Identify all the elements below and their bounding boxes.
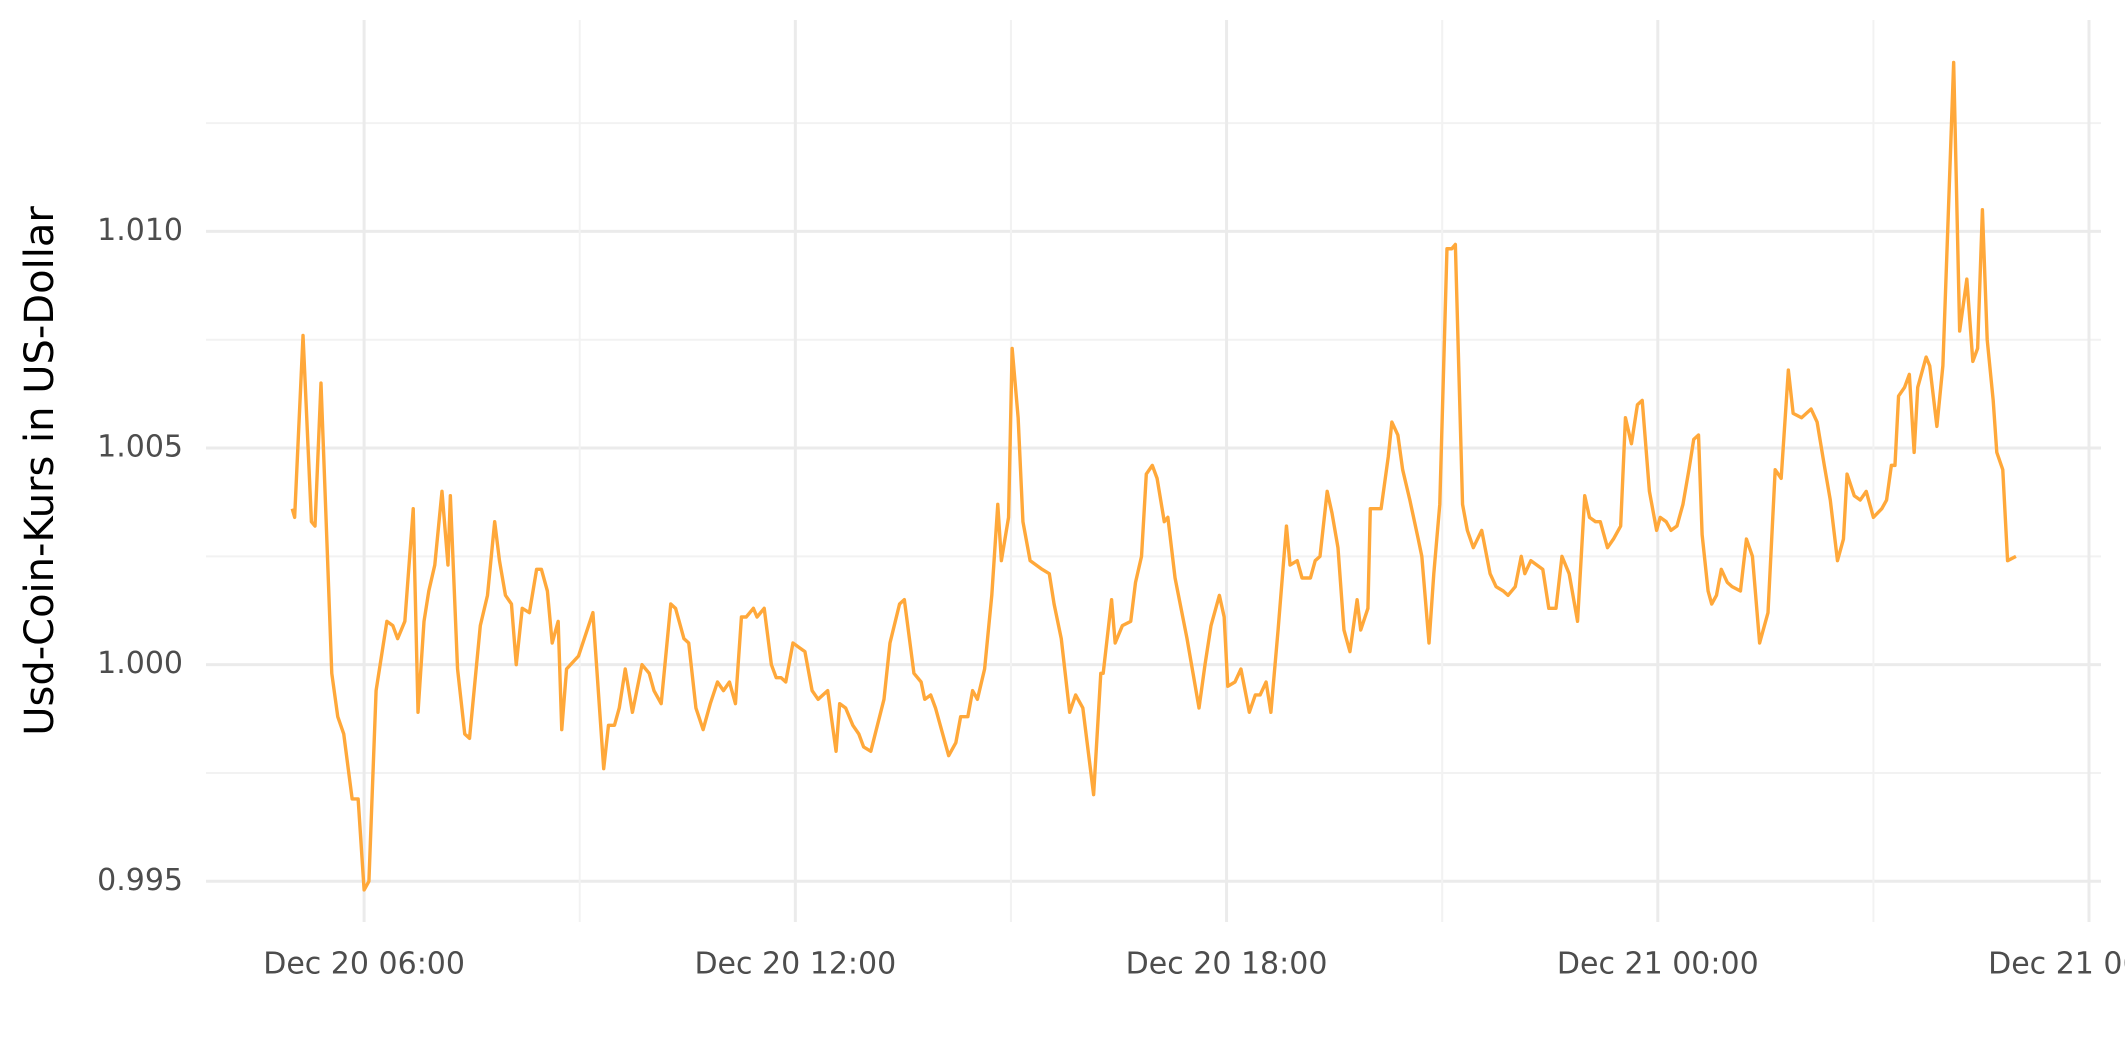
x-tick-label: Dec 20 18:00 (1126, 947, 1328, 982)
x-tick-label: Dec 21 06:00 (1988, 947, 2125, 982)
x-tick-label: Dec 21 00:00 (1557, 947, 1759, 982)
y-tick-label: 0.995 (97, 863, 183, 898)
axis-labels: 0.995 1.000 1.005 1.010 Dec 20 06:00 Dec 20 1… (97, 213, 2125, 982)
plot-area (290, 60, 2017, 892)
y-axis-title: Usd-Coin-Kurs in US-Dollar (17, 206, 63, 736)
x-tick-label: Dec 20 12:00 (694, 947, 896, 982)
x-tick-label: Dec 20 06:00 (263, 947, 465, 982)
y-tick-label: 1.010 (97, 213, 183, 248)
y-tick-label: 1.005 (97, 430, 183, 465)
price-line (290, 60, 2017, 892)
y-tick-label: 1.000 (97, 646, 183, 681)
